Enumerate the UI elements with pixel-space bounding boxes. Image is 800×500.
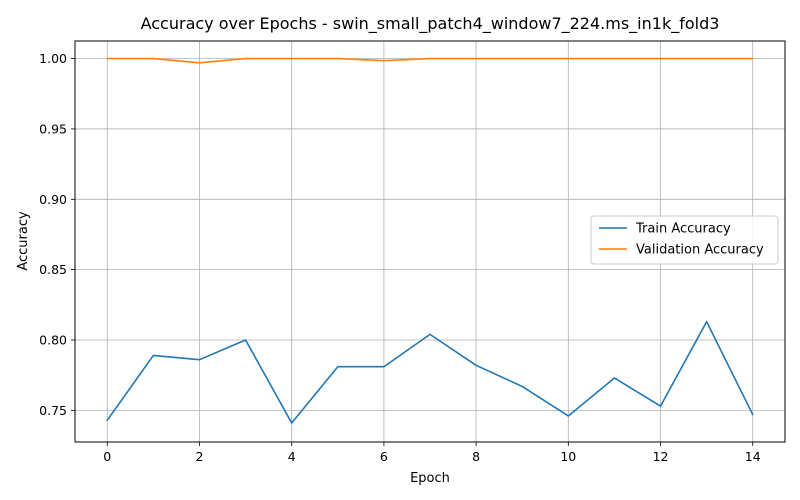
y-tick-label: 0.80 [39, 332, 67, 347]
x-tick-label: 8 [472, 449, 480, 464]
legend-label: Train Accuracy [635, 222, 731, 237]
x-tick-label: 6 [380, 449, 388, 464]
chart-title: Accuracy over Epochs - swin_small_patch4… [141, 14, 720, 34]
axis-ticks: 0 2 4 6 8 10 12 14 0.75 0.80 0.85 0.90 0.95 1.00 [39, 51, 761, 464]
x-tick-label: 12 [653, 449, 669, 464]
legend: Train Accuracy Validation Accuracy [590, 215, 779, 265]
series-lines [106, 57, 754, 424]
y-tick-label: 0.95 [39, 121, 67, 136]
y-tick-label: 1.00 [39, 51, 67, 66]
plot-frame [74, 40, 786, 443]
y-tick-label: 0.90 [39, 192, 67, 207]
x-tick-label: 0 [103, 449, 111, 464]
x-tick-label: 14 [745, 449, 761, 464]
y-tick-label: 0.85 [39, 262, 67, 277]
legend-label: Validation Accuracy [636, 243, 764, 258]
x-tick-label: 10 [560, 449, 576, 464]
y-axis-title: Accuracy [16, 211, 31, 271]
series-line-train-accuracy [106, 320, 754, 424]
series-line-validation-accuracy [106, 57, 754, 64]
y-tick-label: 0.75 [39, 403, 67, 418]
x-tick-label: 4 [288, 449, 296, 464]
legend-box [590, 215, 779, 265]
x-axis-title: Epoch [410, 471, 450, 486]
x-tick-label: 2 [196, 449, 204, 464]
